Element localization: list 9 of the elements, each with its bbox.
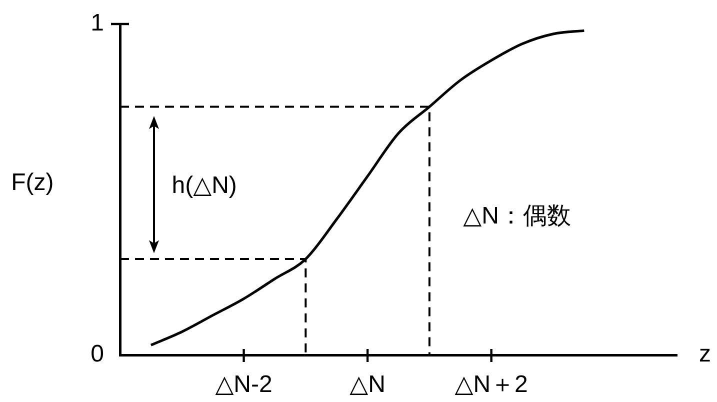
x-tick-label: △N＋2 [454,371,528,398]
x-axis-title: z [699,340,711,368]
x-tick-label: △N-2 [215,371,272,398]
x-tick-label: △N [350,371,386,398]
annotation: h(△N) [172,172,237,199]
y-tick-label: 1 [90,10,104,37]
y-tick-label: 0 [90,340,104,368]
annotation: △N：偶数 [463,202,571,230]
y-axis-title: F(z) [11,169,54,196]
